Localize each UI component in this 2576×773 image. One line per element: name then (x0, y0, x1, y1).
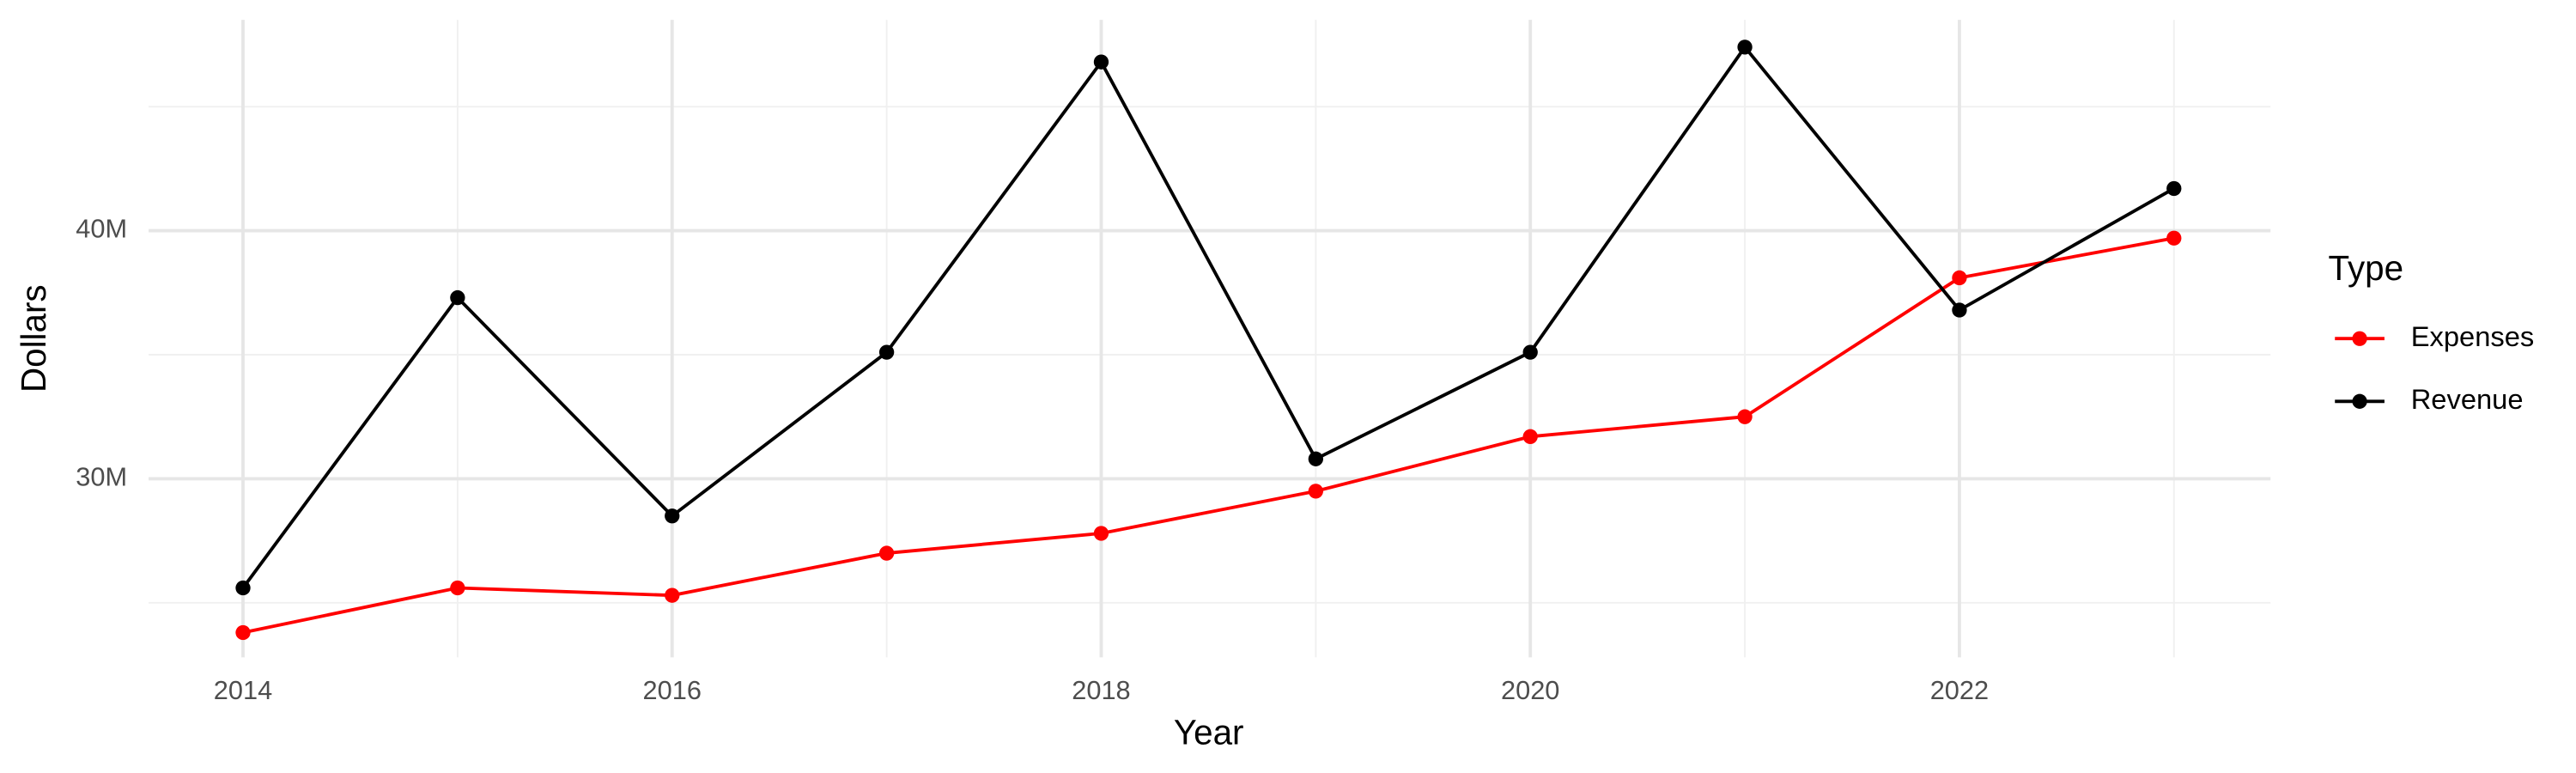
data-point (1952, 302, 1967, 318)
x-tick-label: 2020 (1501, 675, 1559, 705)
legend-title: Type (2329, 248, 2404, 288)
data-point (2166, 230, 2182, 246)
data-point (665, 508, 680, 524)
data-point (1737, 409, 1753, 424)
y-axis-title: Dollars (14, 284, 53, 393)
data-point (1952, 270, 1967, 286)
data-point (878, 545, 895, 561)
data-point (1093, 54, 1109, 70)
x-axis-title: Year (1174, 712, 1244, 752)
legend-label: Expenses (2411, 320, 2535, 352)
legend-marker (2352, 393, 2367, 409)
x-tick-label: 2018 (1072, 675, 1130, 705)
x-tick-label: 2022 (1930, 675, 1989, 705)
legend-marker (2352, 331, 2367, 346)
data-point (450, 289, 465, 306)
data-point (1522, 429, 1538, 444)
data-point (1522, 344, 1538, 360)
data-point (1308, 451, 1323, 466)
series-line (242, 236, 2175, 635)
grid (149, 20, 2271, 658)
x-tick-label: 2014 (214, 675, 272, 705)
data-point (665, 587, 680, 603)
series-line (241, 44, 2175, 589)
data-point (1737, 40, 1753, 55)
data-point (235, 580, 251, 596)
data-point (2166, 180, 2182, 197)
data-point (235, 624, 251, 641)
data-point (878, 344, 895, 360)
data-point (1093, 526, 1109, 541)
y-tick-label: 40M (76, 214, 127, 244)
legend-label: Revenue (2411, 383, 2524, 415)
x-tick-label: 2016 (643, 675, 702, 705)
y-tick-label: 30M (76, 462, 127, 492)
data-point (450, 580, 465, 596)
data-point (1308, 484, 1323, 499)
